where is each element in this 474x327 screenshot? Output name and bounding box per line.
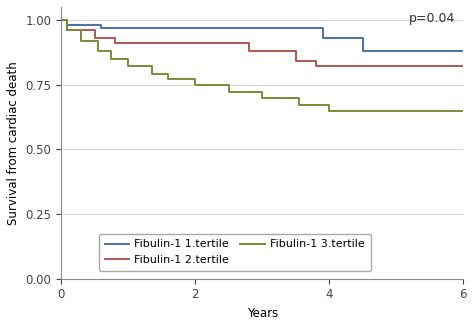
Text: p=0.04: p=0.04 (409, 12, 455, 26)
Y-axis label: Survival from cardiac death: Survival from cardiac death (7, 61, 20, 225)
Legend: Fibulin-1 1.tertile, Fibulin-1 2.tertile, Fibulin-1 3.tertile: Fibulin-1 1.tertile, Fibulin-1 2.tertile… (99, 234, 371, 270)
X-axis label: Years: Years (246, 307, 278, 320)
